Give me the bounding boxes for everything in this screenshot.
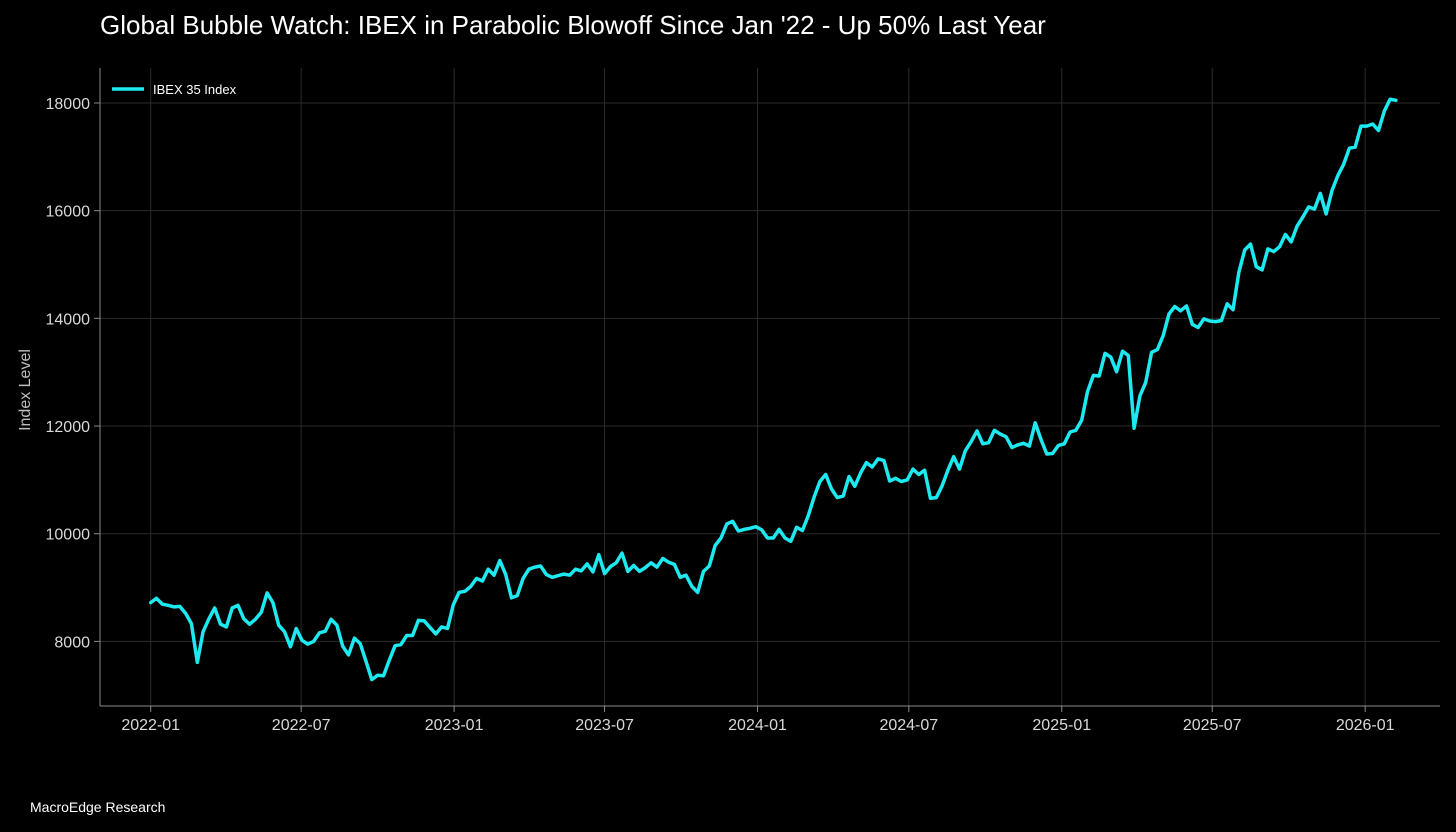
y-tick-label: 10000 [46,527,91,544]
y-tick-label: 12000 [46,419,91,436]
x-tick-labels: 2022-01 2022-07 2023-01 2023-07 2024-01 2024-… [121,706,1395,734]
y-tick-label: 18000 [46,96,91,113]
y-tick-labels: 8000 10000 12000 14000 16000 18000 [46,96,100,651]
x-tick-label: 2026-01 [1336,717,1395,734]
y-tick-label: 16000 [46,204,91,221]
x-tick-label: 2022-07 [272,717,331,734]
legend-label-ibex: IBEX 35 Index [153,82,237,97]
y-tick-label: 14000 [46,311,91,328]
y-axis-title: Index Level [17,349,34,431]
series-group [148,97,1398,682]
series-line-ibex-35-index [148,97,1398,682]
axes [99,68,1440,707]
x-tick-label: 2024-01 [728,717,787,734]
x-tick-label: 2025-01 [1032,717,1091,734]
source-credit: MacroEdge Research [30,799,166,815]
x-tick-label: 2023-01 [425,717,484,734]
x-tick-label: 2022-01 [121,717,180,734]
chart-title: Global Bubble Watch: IBEX in Parabolic B… [100,10,1046,40]
grid [100,68,1440,706]
y-tick-label: 8000 [54,634,90,651]
x-tick-label: 2025-07 [1183,717,1242,734]
x-tick-label: 2024-07 [879,717,938,734]
legend: IBEX 35 Index [112,82,237,97]
x-tick-label: 2023-07 [575,717,634,734]
